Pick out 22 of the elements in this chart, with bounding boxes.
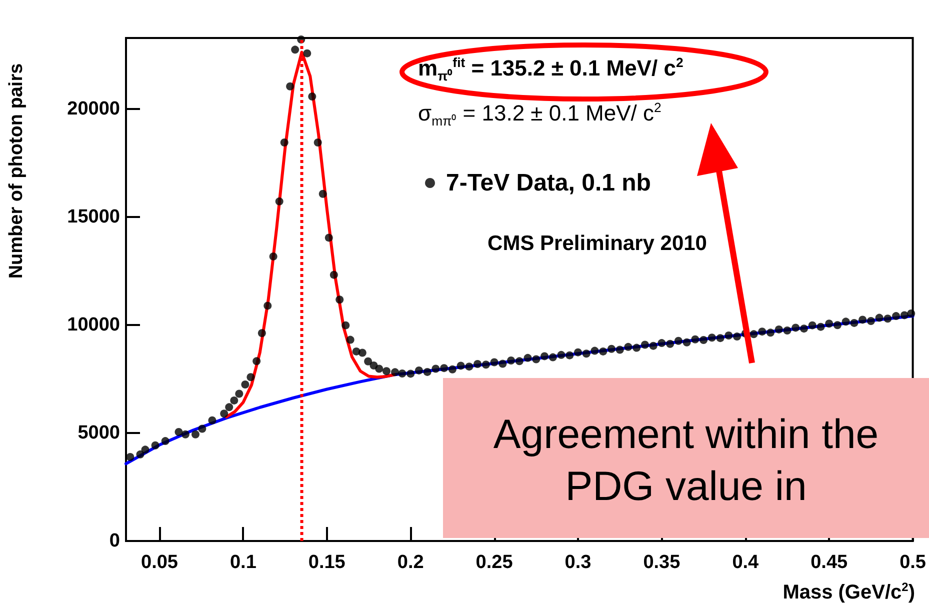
x-tick-label: 0.4 bbox=[732, 552, 760, 573]
x-tick-label: 0.3 bbox=[564, 552, 592, 573]
annotation: σ$_{mπ⁰}$ = 13.2 ± 0.1 MeV/ c$^{2}$ bbox=[418, 100, 662, 130]
annotation: CMS Preliminary 2010 bbox=[488, 232, 707, 256]
y-axis-title: Number of photon pairs bbox=[6, 62, 28, 281]
x-tick-label: 0.1 bbox=[230, 552, 257, 573]
x-tick-label: 0.35 bbox=[643, 552, 681, 573]
x-tick-label: 0.25 bbox=[476, 552, 514, 573]
y-tick-label: 5000 bbox=[78, 422, 120, 444]
x-tick-label: 0.5 bbox=[900, 552, 926, 573]
x-tick-label: 0.05 bbox=[140, 552, 178, 573]
x-tick-label: 0.15 bbox=[308, 552, 346, 573]
y-tick-label: 15000 bbox=[67, 206, 120, 228]
y-tick-label: 20000 bbox=[67, 98, 120, 120]
y-tick-label: 0 bbox=[109, 530, 120, 552]
x-axis-title: Mass (GeV/c$^{2}$) bbox=[782, 580, 915, 605]
x-tick-label: 0.2 bbox=[397, 552, 424, 573]
y-tick-label: 10000 bbox=[67, 314, 120, 336]
x-tick-label: 0.45 bbox=[810, 552, 848, 573]
annotation: Agreement within the PDG value in bbox=[443, 378, 929, 538]
legend-label: 7-TeV Data, 0.1 nb bbox=[446, 170, 651, 196]
annotation: m$_{π⁰}$$^{fit}$ = 135.2 ± 0.1 MeV/ c$^{2}$ bbox=[418, 55, 684, 85]
